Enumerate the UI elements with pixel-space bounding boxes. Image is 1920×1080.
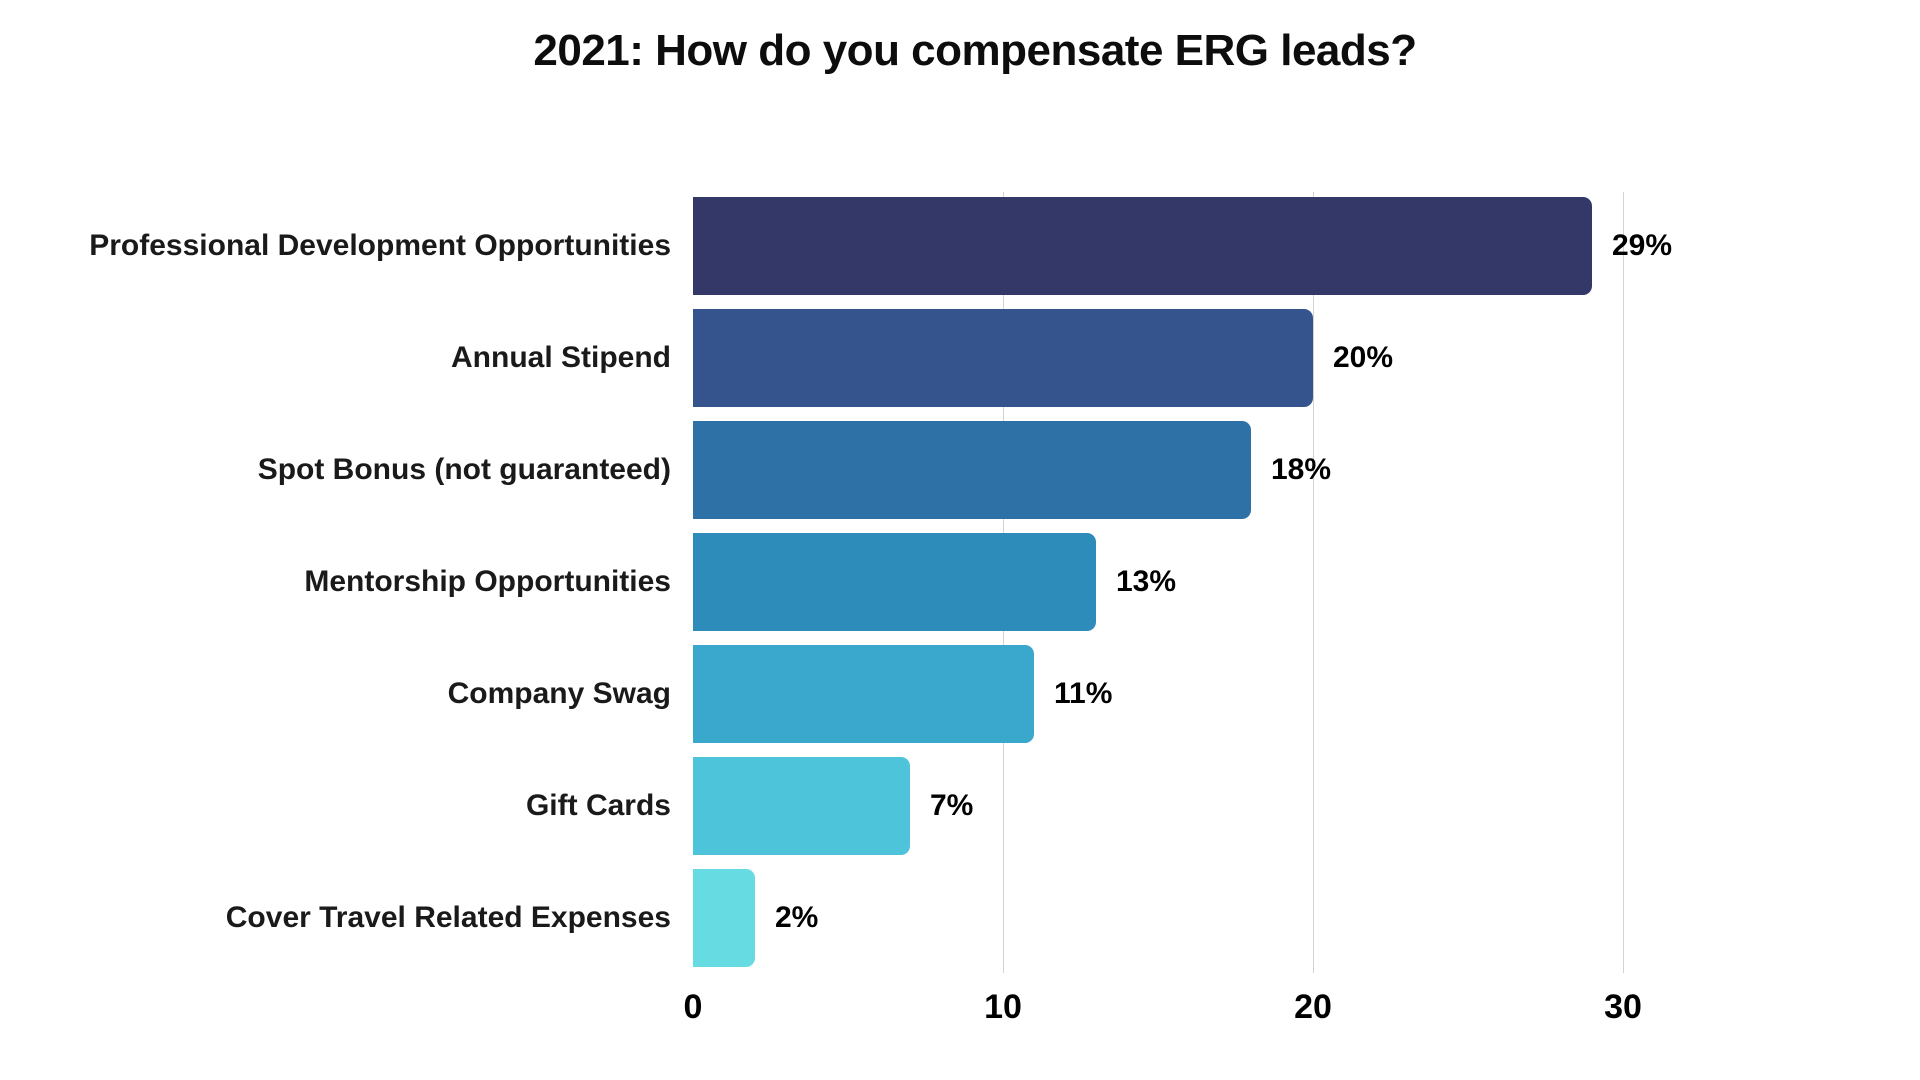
value-label-7: 2% xyxy=(775,901,819,934)
category-label-2: Annual Stipend xyxy=(451,341,671,374)
bar-2 xyxy=(693,309,1313,407)
bar-7 xyxy=(693,869,755,967)
x-tick-20: 20 xyxy=(1294,988,1332,1026)
category-label-6: Gift Cards xyxy=(525,789,671,822)
bar-3 xyxy=(693,421,1251,519)
chart-title: 2021: How do you compensate ERG leads? xyxy=(533,26,1417,75)
x-tick-10: 10 xyxy=(984,988,1022,1026)
category-label-4: Mentorship Opportunities xyxy=(304,565,671,598)
category-label-5: Company Swag xyxy=(447,677,671,710)
value-label-3: 18% xyxy=(1271,453,1332,486)
category-label-3: Spot Bonus (not guaranteed) xyxy=(257,453,671,486)
bar-6 xyxy=(693,757,910,855)
bar-1 xyxy=(693,197,1592,295)
value-label-1: 29% xyxy=(1612,229,1673,262)
value-label-2: 20% xyxy=(1333,341,1394,374)
x-tick-0: 0 xyxy=(683,988,703,1026)
category-label-7: Cover Travel Related Expenses xyxy=(225,901,671,934)
bar-5 xyxy=(693,645,1034,743)
bar-4 xyxy=(693,533,1096,631)
value-label-4: 13% xyxy=(1116,565,1177,598)
value-label-6: 7% xyxy=(930,789,974,822)
gridline-20 xyxy=(1313,192,1314,973)
gridline-30 xyxy=(1623,192,1624,973)
value-label-5: 11% xyxy=(1054,677,1113,710)
plot-area: 29% 20% 18% 13% 11% 7% 2% xyxy=(693,192,1853,973)
x-tick-30: 30 xyxy=(1604,988,1642,1026)
category-label-1: Professional Development Opportunities xyxy=(89,229,671,262)
